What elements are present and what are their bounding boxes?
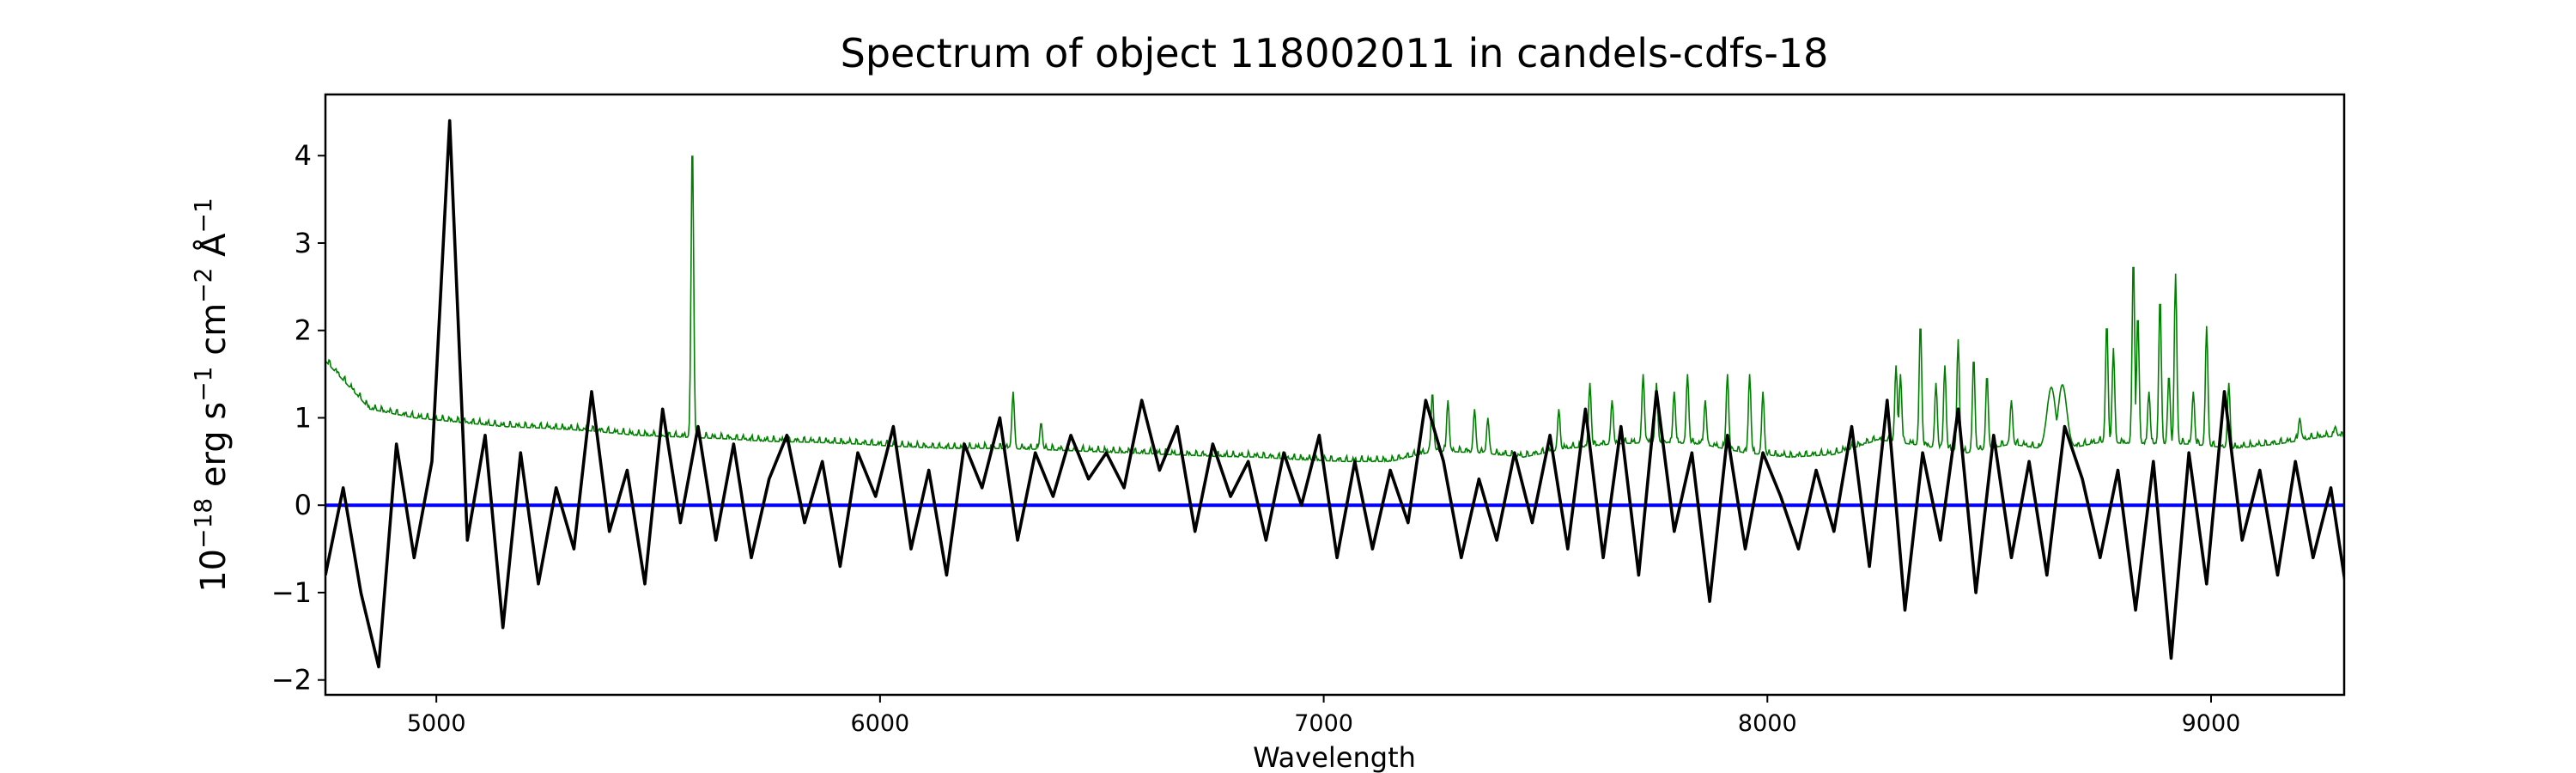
- x-tick-label: 5000: [407, 710, 466, 737]
- y-label-erg: erg s: [194, 402, 234, 498]
- y-label-base: 10: [194, 549, 234, 593]
- x-tick-label: 9000: [2182, 710, 2241, 737]
- y-label-exp3: −2: [189, 268, 217, 303]
- x-axis-label: Wavelength: [1253, 741, 1416, 773]
- x-tick-label: 7000: [1294, 710, 1353, 737]
- y-tick-label: 1: [295, 401, 312, 434]
- y-label-exp2: −1: [189, 367, 217, 402]
- y-tick-label: 2: [295, 314, 312, 347]
- y-tick-label: 0: [295, 489, 312, 521]
- x-axis: 5000 6000 7000 8000 9000: [407, 695, 2241, 737]
- y-label-exp4: −1: [189, 198, 217, 233]
- y-tick-label: 3: [295, 227, 312, 259]
- error-spectrum-line: [325, 155, 2344, 464]
- x-tick-label: 8000: [1738, 710, 1797, 737]
- chart-title: Spectrum of object 118002011 in candels-…: [841, 30, 1829, 76]
- y-label-ang: Å: [192, 233, 234, 268]
- y-axis: −2 −1 0 1 2 3 4: [271, 139, 325, 697]
- plot-area: [325, 119, 2344, 669]
- y-tick-label: −1: [271, 576, 312, 609]
- y-tick-label: −2: [271, 664, 312, 697]
- y-axis-label: 10−18 erg s−1 cm−2 Å−1: [189, 198, 234, 593]
- y-label-cm: cm: [194, 303, 234, 367]
- flux-spectrum-line: [325, 119, 2344, 669]
- y-label-exp1: −18: [189, 498, 217, 549]
- plot-frame: [324, 93, 2346, 697]
- y-tick-label: 4: [295, 139, 312, 172]
- x-tick-label: 6000: [851, 710, 910, 737]
